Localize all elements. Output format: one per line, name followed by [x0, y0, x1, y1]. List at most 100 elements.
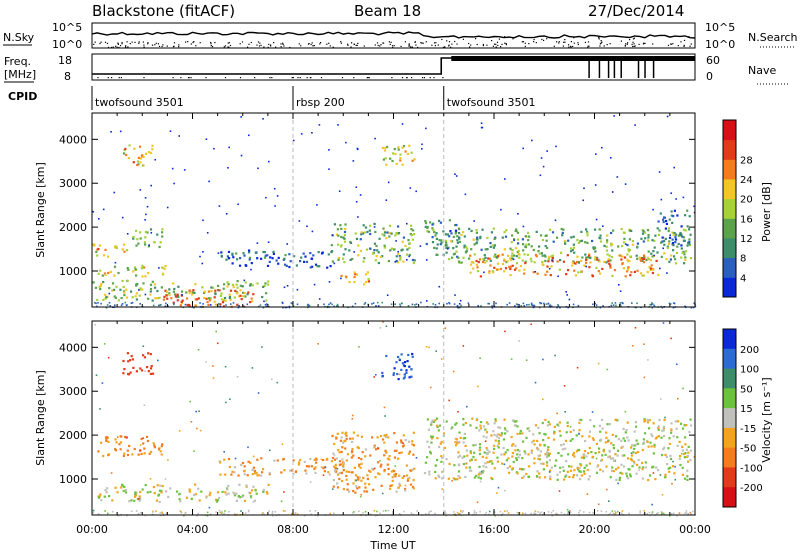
echo-cell	[185, 291, 188, 294]
nsearch-point	[210, 45, 212, 47]
nsearch-point	[528, 43, 530, 45]
echo-cell	[176, 490, 179, 493]
ground-scatter-cell	[648, 511, 651, 514]
echo-cell	[670, 431, 673, 434]
nsearch-point	[433, 42, 436, 44]
echo-noise	[143, 404, 146, 406]
echo-cell	[470, 229, 473, 233]
echo-noise	[227, 167, 229, 169]
echo-cell	[652, 268, 655, 271]
echo-cell	[260, 474, 263, 477]
nsearch-point	[260, 44, 262, 46]
ground-scatter-cell	[353, 511, 355, 513]
echo-noise	[386, 294, 389, 296]
echo-cell	[393, 456, 397, 459]
ground-scatter-cell	[428, 511, 431, 513]
nsearch-point	[577, 43, 579, 46]
ground-scatter-cell	[232, 302, 235, 304]
echo-cell	[641, 461, 644, 465]
ground-scatter-cell	[514, 305, 516, 307]
echo-cell	[292, 459, 295, 462]
ground-scatter-cell	[159, 304, 161, 306]
nsearch-point	[270, 45, 272, 47]
echo-noise	[576, 366, 579, 369]
echo-cell	[666, 463, 669, 466]
echo-noise	[616, 176, 619, 178]
echo-cell	[403, 365, 406, 368]
ground-scatter-cell	[460, 510, 462, 512]
echo-cell	[238, 295, 241, 298]
echo-cell	[595, 471, 599, 474]
echo-cell	[283, 257, 286, 260]
nsearch-point	[138, 42, 140, 44]
echo-cell	[132, 270, 135, 273]
echo-cell	[671, 242, 675, 245]
echo-cell	[198, 499, 201, 502]
echo-cell	[222, 305, 226, 308]
echo-cell	[636, 463, 639, 466]
echo-cell	[305, 465, 309, 468]
echo-cell	[299, 458, 302, 462]
echo-cell	[509, 267, 512, 271]
echo-noise	[121, 216, 124, 219]
echo-cell	[161, 443, 164, 446]
echo-cell	[545, 461, 549, 464]
power-colorbar-tick: 8	[740, 254, 746, 265]
ground-scatter-cell	[488, 302, 490, 305]
ground-scatter-cell	[651, 303, 654, 305]
echo-cell	[246, 293, 249, 296]
echo-cell	[376, 461, 380, 464]
echo-cell	[147, 151, 151, 154]
nave-label: Nave	[748, 64, 776, 77]
echo-cell	[345, 437, 348, 440]
echo-cell	[292, 472, 295, 475]
echo-cell	[107, 440, 110, 443]
echo-cell	[113, 265, 117, 268]
ground-scatter-cell	[206, 511, 209, 514]
echo-cell	[544, 453, 547, 456]
echo-cell	[674, 262, 678, 265]
echo-noise	[189, 400, 191, 403]
echo-cell	[684, 258, 687, 262]
echo-cell	[491, 244, 495, 247]
echo-noise	[373, 467, 376, 470]
nsearch-point	[504, 42, 506, 44]
echo-cell	[432, 228, 435, 231]
ground-scatter-cell	[520, 305, 523, 307]
echo-cell	[574, 274, 577, 277]
echo-cell	[631, 243, 634, 246]
echo-cell	[541, 260, 544, 264]
echo-cell	[447, 258, 451, 261]
ground-scatter-cell	[364, 510, 367, 513]
echo-cell	[476, 270, 480, 273]
echo-cell	[102, 454, 105, 458]
echo-cell	[470, 261, 473, 264]
echo-cell	[647, 479, 650, 482]
echo-noise	[522, 147, 524, 150]
echo-cell	[139, 287, 142, 290]
echo-cell	[438, 475, 441, 479]
echo-cell	[479, 235, 482, 238]
nsearch-point	[268, 43, 270, 45]
echo-cell	[547, 258, 550, 261]
echo-cell	[205, 297, 208, 300]
echo-cell	[622, 231, 625, 234]
echo-cell	[499, 426, 502, 429]
echo-cell	[214, 303, 217, 306]
power-plot-background	[92, 113, 695, 307]
echo-cell	[610, 457, 613, 460]
echo-cell	[262, 250, 265, 254]
echo-cell	[160, 453, 163, 456]
echo-cell	[135, 244, 138, 247]
echo-cell	[549, 228, 552, 231]
echo-noise	[565, 291, 567, 293]
nsearch-point	[450, 46, 452, 48]
echo-cell	[139, 449, 142, 452]
echo-noise	[322, 474, 325, 476]
echo-cell	[594, 256, 597, 259]
ground-scatter-cell	[390, 303, 393, 305]
echo-cell	[315, 458, 318, 461]
nsearch-point	[444, 46, 446, 48]
nsearch-point	[587, 41, 590, 43]
echo-cell	[245, 485, 248, 488]
